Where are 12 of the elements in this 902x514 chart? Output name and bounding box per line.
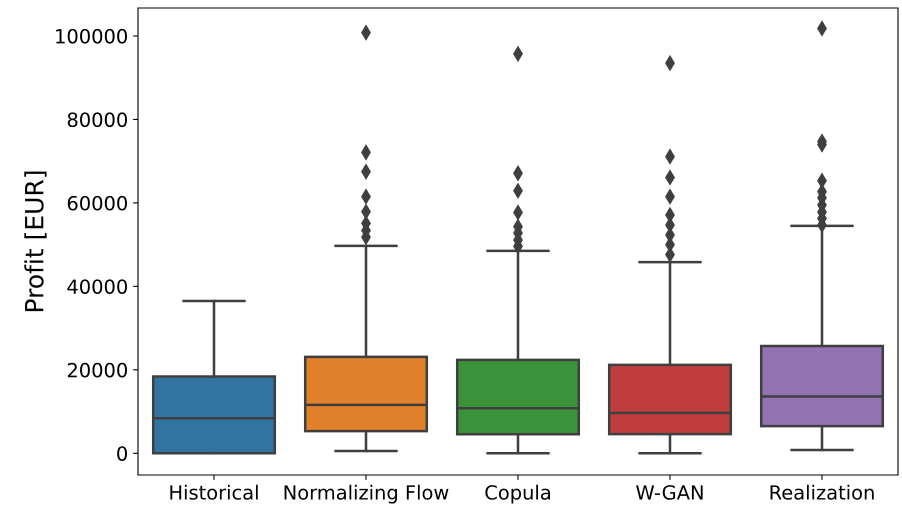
y-tick-label: 40000	[67, 279, 127, 294]
y-tick-label: 0	[117, 446, 127, 461]
y-tick-label: 80000	[68, 112, 127, 128]
x-tick-label: Normalizing Flow	[284, 484, 448, 504]
y-axis-title: Profit [EUR]	[24, 172, 47, 312]
x-tick-label: Realization	[770, 484, 874, 500]
y-tick-label: 60000	[68, 196, 127, 211]
x-tick-label: W-GAN	[636, 485, 703, 500]
y-tick-label: 100000	[56, 28, 127, 44]
x-tick-label: Copula	[485, 484, 550, 504]
y-tick-label: 20000	[68, 362, 127, 378]
x-tick-label: Historical	[170, 484, 258, 500]
